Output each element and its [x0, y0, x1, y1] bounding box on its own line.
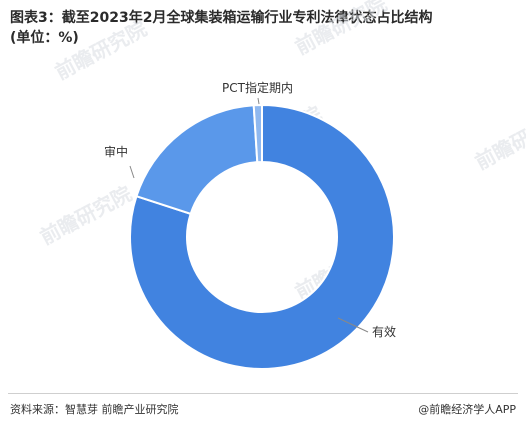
- watermark-1: 前瞻研究院: [291, 0, 391, 59]
- leader-line-0: [337, 317, 369, 333]
- slice-0: [129, 103, 395, 370]
- slice-2: [252, 103, 263, 164]
- watermark-4: 前瞻研究院: [471, 106, 526, 174]
- publisher-credit: @前瞻经济学人APP: [418, 403, 516, 416]
- slice-label-2: PCT指定期内: [222, 80, 293, 95]
- slice-label-0: 有效: [372, 324, 396, 339]
- title-line-1: 图表3：截至2023年2月全球集装箱运输行业专利法律状态占比结构: [10, 10, 433, 26]
- footer-divider: [8, 393, 518, 394]
- slices-group: [129, 103, 395, 370]
- leader-line-2: [257, 97, 260, 105]
- watermark-0: 前瞻研究院: [51, 16, 151, 84]
- watermark-2: 前瞻研究院: [36, 181, 136, 249]
- labels-group: 有效 审中 PCT指定期内: [104, 80, 396, 339]
- source-note: 资料来源：智慧芽 前瞻产业研究院: [10, 403, 179, 416]
- slice-label-1: 审中: [104, 144, 128, 159]
- leader-line-1: [129, 165, 135, 179]
- title-line-2: (单位：%): [10, 30, 79, 46]
- chart-title: 图表3：截至2023年2月全球集装箱运输行业专利法律状态占比结构 (单位：%): [10, 8, 516, 48]
- slice-1: [135, 104, 259, 216]
